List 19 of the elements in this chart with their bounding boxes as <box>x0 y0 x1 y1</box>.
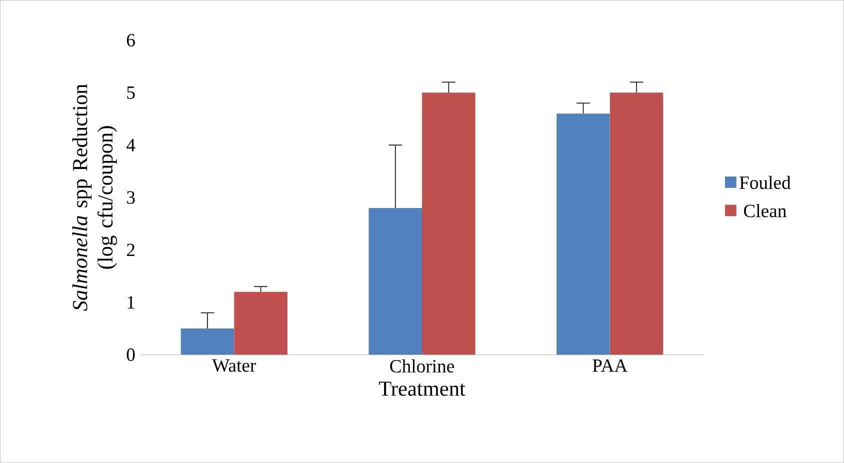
y-tick-label: 6 <box>126 34 135 47</box>
bar <box>610 92 664 355</box>
y-tick-label: 5 <box>127 86 135 99</box>
bar <box>180 328 234 355</box>
x-axis-title: Treatment <box>378 382 466 396</box>
y-tick-label: 0 <box>126 348 135 362</box>
y-tick-label: 2 <box>126 244 134 256</box>
y-tick-label: 4 <box>126 138 136 152</box>
x-tick-label: Water <box>212 359 256 372</box>
bar <box>234 292 288 355</box>
bar <box>556 114 610 355</box>
bar <box>368 208 422 355</box>
x-tick-label: Chlorine <box>390 359 454 373</box>
y-tick-label: 3 <box>127 191 135 204</box>
bar <box>422 92 476 355</box>
legend-label: Clean <box>744 204 786 218</box>
legend-label: Fouled <box>740 176 791 190</box>
y-tick-label: 1 <box>128 296 134 308</box>
x-tick-label: PAA <box>592 359 628 372</box>
